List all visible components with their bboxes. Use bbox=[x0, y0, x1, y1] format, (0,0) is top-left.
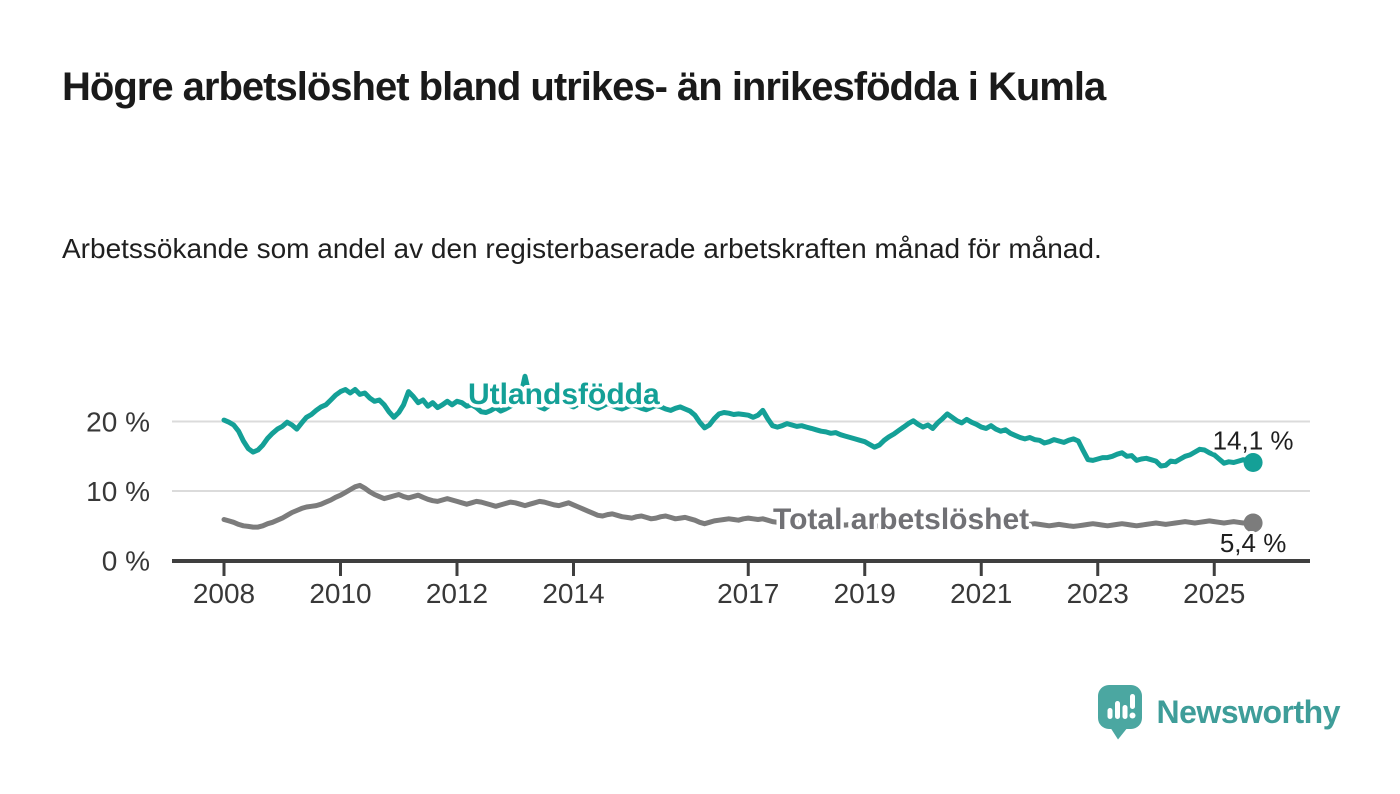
newsworthy-logo: Newsworthy bbox=[1097, 684, 1341, 740]
x-axis-tick-label: 2010 bbox=[309, 578, 371, 609]
x-axis-tick-label: 2012 bbox=[426, 578, 488, 609]
series-line-total bbox=[221, 482, 1256, 530]
chart-speech-bubble-icon bbox=[1097, 685, 1142, 740]
series-label-total: Total arbetslöshet bbox=[773, 503, 1029, 536]
series-label-utlandsfodda: Utlandsfödda bbox=[468, 378, 660, 411]
newsworthy-logo-text: Newsworthy bbox=[1156, 693, 1341, 730]
x-axis-tick-label: 2021 bbox=[950, 578, 1012, 609]
y-axis-tick-label: 10 % bbox=[86, 476, 150, 507]
x-axis-tick-label: 2017 bbox=[717, 578, 779, 609]
end-value-label-utlandsfodda: 14,1 % bbox=[1213, 426, 1294, 456]
x-axis-tick-label: 2025 bbox=[1183, 578, 1245, 609]
y-axis-tick-label: 0 % bbox=[102, 546, 150, 577]
x-axis-tick-label: 2019 bbox=[834, 578, 896, 609]
page-subtitle: Arbetssökande som andel av den registerb… bbox=[62, 233, 1102, 264]
x-axis-tick-label: 2014 bbox=[542, 578, 604, 609]
end-value-label-total: 5,4 % bbox=[1220, 528, 1287, 558]
x-axis-tick-label: 2023 bbox=[1067, 578, 1129, 609]
page-title: Högre arbetslöshet bland utrikes- än inr… bbox=[62, 65, 1106, 109]
series-end-dot-total bbox=[1243, 513, 1263, 533]
series-line-utlandsfodda bbox=[221, 373, 1256, 469]
x-axis-tick-label: 2008 bbox=[193, 578, 255, 609]
y-axis-tick-label: 20 % bbox=[86, 407, 150, 438]
series-end-dot-utlandsfodda bbox=[1243, 453, 1263, 473]
